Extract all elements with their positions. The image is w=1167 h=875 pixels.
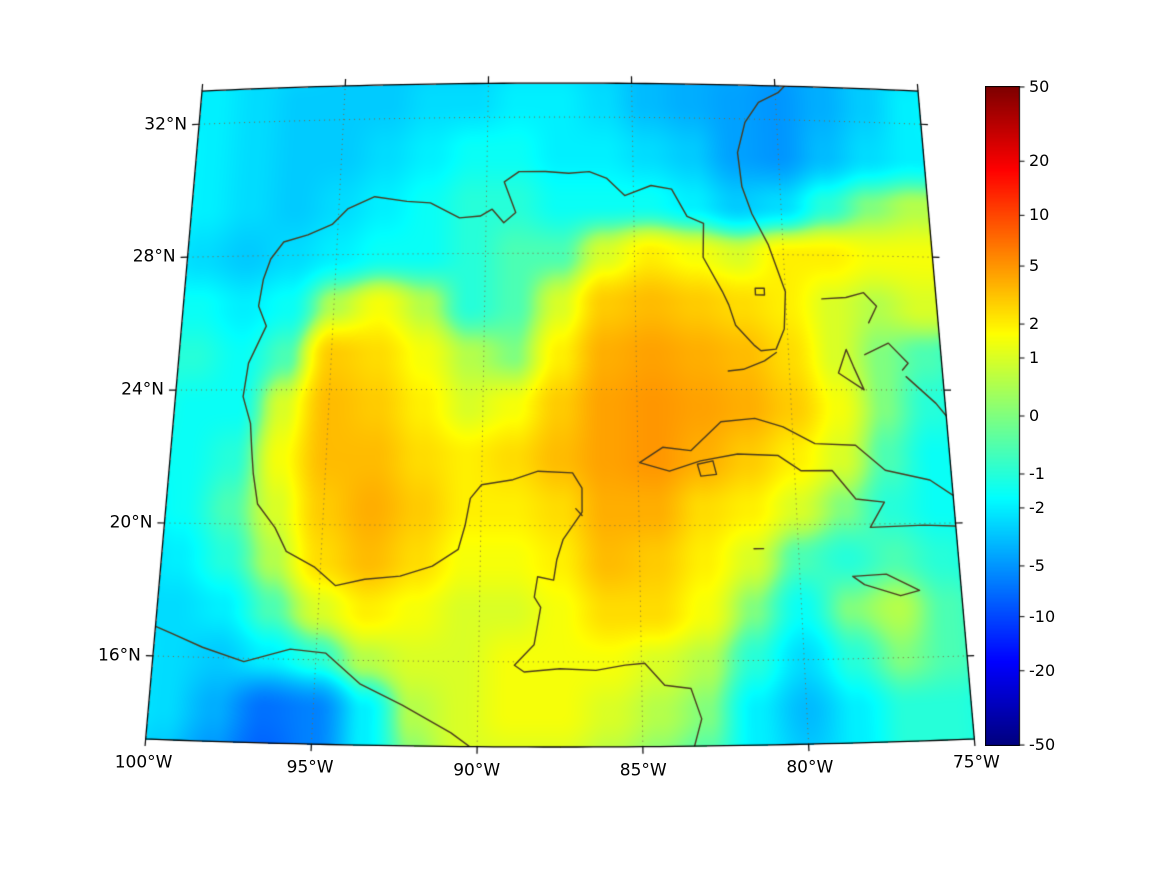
colorbar-tick-label: -10 <box>1029 606 1056 626</box>
colorbar-tick-label: 10 <box>1029 205 1050 225</box>
x-tick-label: 90°W <box>453 760 501 781</box>
x-tick-label: 100°W <box>114 752 173 773</box>
colorbar-tick-label: -5 <box>1029 555 1045 575</box>
x-tick-label: 80°W <box>786 757 834 778</box>
colorbar-tick-label: -1 <box>1029 463 1045 483</box>
x-tick-label: 95°W <box>286 757 334 778</box>
colorbar-tick-label: -2 <box>1029 497 1045 517</box>
colorbar-tick-label: 5 <box>1029 256 1040 276</box>
x-tick-label: 75°W <box>952 752 1000 773</box>
colorbar-tick-label: -20 <box>1029 660 1056 680</box>
map-canvas <box>140 70 990 760</box>
colorbar-tick-label: 0 <box>1029 406 1040 425</box>
y-tick-label: 16°N <box>98 645 141 666</box>
colorbar-tick-label: 50 <box>1029 77 1050 96</box>
colorbar-tick-label: 1 <box>1029 348 1040 367</box>
colorbar-tick-label: -50 <box>1029 735 1056 754</box>
y-tick-label: 32°N <box>144 114 188 135</box>
colorbar-tick-label: 20 <box>1029 151 1050 171</box>
y-tick-label: 20°N <box>109 512 153 533</box>
colorbar-tick-label: 2 <box>1029 314 1040 334</box>
y-tick-label: 28°N <box>132 246 176 267</box>
colorbar-canvas <box>985 86 1027 746</box>
y-tick-label: 24°N <box>121 379 164 400</box>
x-tick-label: 85°W <box>619 760 667 781</box>
